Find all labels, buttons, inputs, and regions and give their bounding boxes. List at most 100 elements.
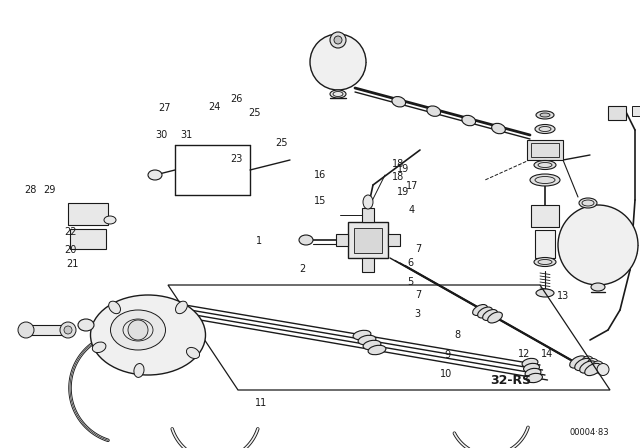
Ellipse shape [299, 235, 313, 245]
Bar [531, 143, 559, 157]
Text: 19: 19 [397, 164, 409, 174]
Text: 13: 13 [557, 291, 569, 301]
Circle shape [128, 320, 148, 340]
Bar [388, 234, 400, 246]
Ellipse shape [358, 335, 376, 345]
Ellipse shape [148, 170, 162, 180]
Text: 27: 27 [159, 103, 172, 112]
Circle shape [310, 34, 366, 90]
Text: 26: 26 [230, 94, 243, 103]
Ellipse shape [368, 345, 386, 355]
Bar [354, 228, 382, 253]
Ellipse shape [534, 160, 556, 169]
Text: 21: 21 [66, 259, 78, 269]
Text: 19: 19 [397, 187, 409, 197]
Bar [68, 203, 108, 225]
Circle shape [587, 358, 599, 370]
Ellipse shape [330, 90, 346, 98]
Bar [348, 222, 388, 258]
Text: 32-RS: 32-RS [490, 374, 531, 387]
Ellipse shape [591, 283, 605, 291]
Ellipse shape [111, 310, 166, 350]
Text: 2: 2 [300, 264, 306, 274]
Ellipse shape [488, 312, 502, 323]
Text: 4: 4 [408, 205, 415, 215]
Circle shape [597, 363, 609, 375]
Text: 28: 28 [24, 185, 36, 194]
Circle shape [60, 322, 76, 338]
Circle shape [18, 322, 34, 338]
Ellipse shape [90, 295, 205, 375]
Text: 29: 29 [44, 185, 56, 194]
Bar [30, 325, 66, 335]
Ellipse shape [530, 174, 560, 186]
Bar [362, 258, 374, 272]
Bar [608, 106, 626, 120]
Ellipse shape [570, 356, 586, 368]
Ellipse shape [353, 330, 371, 340]
Text: 25: 25 [275, 138, 288, 148]
Text: 00004·83: 00004·83 [570, 427, 610, 436]
Text: 9: 9 [445, 350, 451, 360]
Text: 16: 16 [314, 170, 326, 180]
Text: 7: 7 [415, 290, 421, 300]
Ellipse shape [392, 97, 406, 107]
Circle shape [330, 32, 346, 48]
Ellipse shape [78, 319, 94, 331]
Ellipse shape [585, 363, 602, 375]
Ellipse shape [109, 301, 120, 314]
Bar [527, 140, 563, 160]
Text: 1: 1 [256, 236, 262, 246]
Ellipse shape [472, 305, 488, 315]
Ellipse shape [363, 195, 373, 209]
Text: 6: 6 [408, 258, 414, 268]
Ellipse shape [92, 342, 106, 353]
Text: 24: 24 [208, 102, 220, 112]
Ellipse shape [492, 123, 506, 134]
Text: 20: 20 [64, 245, 76, 255]
Ellipse shape [534, 258, 556, 267]
Circle shape [582, 356, 594, 368]
Bar [632, 106, 640, 116]
Ellipse shape [575, 358, 591, 370]
Text: 3: 3 [415, 309, 421, 319]
Text: 10: 10 [440, 369, 452, 379]
Circle shape [592, 361, 604, 373]
Ellipse shape [186, 348, 200, 358]
Text: 18: 18 [392, 159, 404, 168]
Ellipse shape [527, 373, 543, 383]
Ellipse shape [535, 125, 555, 134]
Ellipse shape [483, 310, 497, 320]
Text: 17: 17 [406, 181, 419, 191]
Text: 12: 12 [518, 349, 531, 359]
Text: 18: 18 [392, 172, 404, 182]
Text: 22: 22 [64, 227, 77, 237]
Text: 14: 14 [541, 349, 553, 359]
Ellipse shape [525, 368, 541, 378]
Ellipse shape [363, 340, 381, 350]
Text: 11: 11 [255, 398, 267, 408]
Bar [70, 229, 106, 249]
Ellipse shape [580, 361, 596, 373]
Text: 31: 31 [180, 130, 193, 140]
Ellipse shape [477, 307, 492, 318]
Text: 23: 23 [230, 154, 243, 164]
Text: 7: 7 [415, 244, 421, 254]
Bar [531, 205, 559, 227]
Text: 25: 25 [248, 108, 261, 118]
Ellipse shape [134, 363, 144, 377]
Bar [362, 208, 374, 222]
Text: 30: 30 [155, 130, 167, 140]
Circle shape [558, 205, 638, 285]
Ellipse shape [522, 358, 538, 368]
Ellipse shape [536, 289, 554, 297]
Text: 5: 5 [408, 277, 414, 287]
Ellipse shape [536, 111, 554, 119]
Circle shape [334, 36, 342, 44]
Bar [535, 230, 555, 258]
Ellipse shape [175, 301, 188, 314]
Text: 15: 15 [314, 196, 326, 206]
Ellipse shape [579, 198, 597, 208]
Text: 8: 8 [454, 330, 461, 340]
Ellipse shape [524, 363, 540, 373]
